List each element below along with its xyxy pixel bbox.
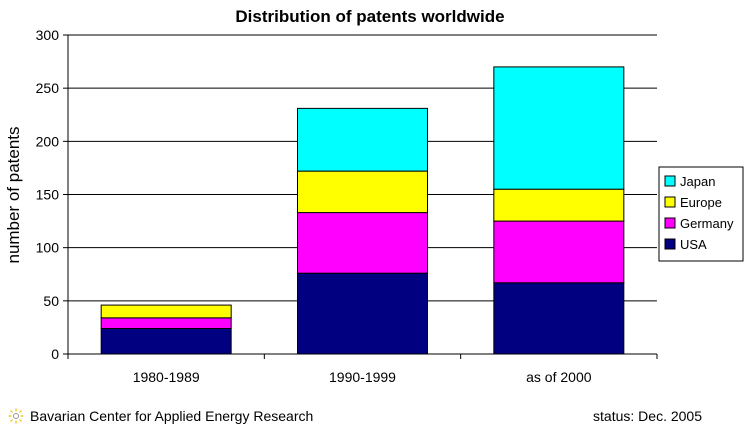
- y-tick-label-100: 100: [36, 240, 60, 256]
- legend-swatch-Europe: [664, 196, 676, 208]
- footer-credit: Bavarian Center for Applied Energy Resea…: [8, 408, 313, 424]
- bar-as-of-2000-Germany: [493, 220, 625, 284]
- bars: [100, 66, 625, 355]
- x-axis-ticks: 1980-1989 1990-1999 as of 2000: [67, 354, 658, 385]
- y-tick-label-300: 300: [36, 27, 60, 43]
- bar-1990-1999-Europe: [297, 170, 428, 214]
- bar-1990-1999-USA: [297, 272, 428, 355]
- y-tick-label-150: 150: [36, 187, 60, 203]
- legend-swatch-USA: [664, 238, 676, 250]
- legend-label-Europe: Europe: [680, 195, 722, 210]
- y-axis-label: number of patents: [4, 126, 23, 263]
- sun-icon: [8, 408, 24, 424]
- legend-swatch-Germany: [664, 217, 676, 229]
- legend-label-Japan: Japan: [680, 174, 715, 189]
- legend-label-USA: USA: [680, 237, 707, 252]
- y-axis-ticks: 0 50 100 150 200 250 300: [36, 27, 68, 362]
- x-tick-label-0: 1980-1989: [133, 369, 200, 385]
- bar-as-of-2000-Japan: [493, 66, 625, 190]
- bar-1980-1989-Europe: [100, 304, 232, 319]
- legend-swatch-Japan: [664, 175, 676, 187]
- y-tick-label-250: 250: [36, 80, 60, 96]
- patents-chart: Distribution of patents worldwide number…: [4, 7, 744, 385]
- bar-as-of-2000-USA: [493, 282, 625, 355]
- x-tick-label-1: 1990-1999: [329, 369, 396, 385]
- bar-1980-1989-USA: [100, 327, 232, 355]
- bar-1990-1999-Japan: [297, 107, 428, 172]
- legend-label-Germany: Germany: [680, 216, 734, 231]
- chart-title: Distribution of patents worldwide: [235, 7, 504, 26]
- y-tick-label-200: 200: [36, 133, 60, 149]
- legend: Japan Europe Germany USA: [658, 166, 744, 262]
- x-tick-label-2: as of 2000: [526, 369, 592, 385]
- bar-1980-1989-Germany: [100, 317, 232, 329]
- bar-1990-1999-Germany: [297, 212, 428, 274]
- status-text: status: Dec. 2005: [593, 408, 702, 424]
- credit-text: Bavarian Center for Applied Energy Resea…: [30, 408, 314, 424]
- y-tick-label-50: 50: [43, 293, 59, 309]
- bar-as-of-2000-Europe: [493, 188, 625, 222]
- y-tick-label-0: 0: [51, 346, 59, 362]
